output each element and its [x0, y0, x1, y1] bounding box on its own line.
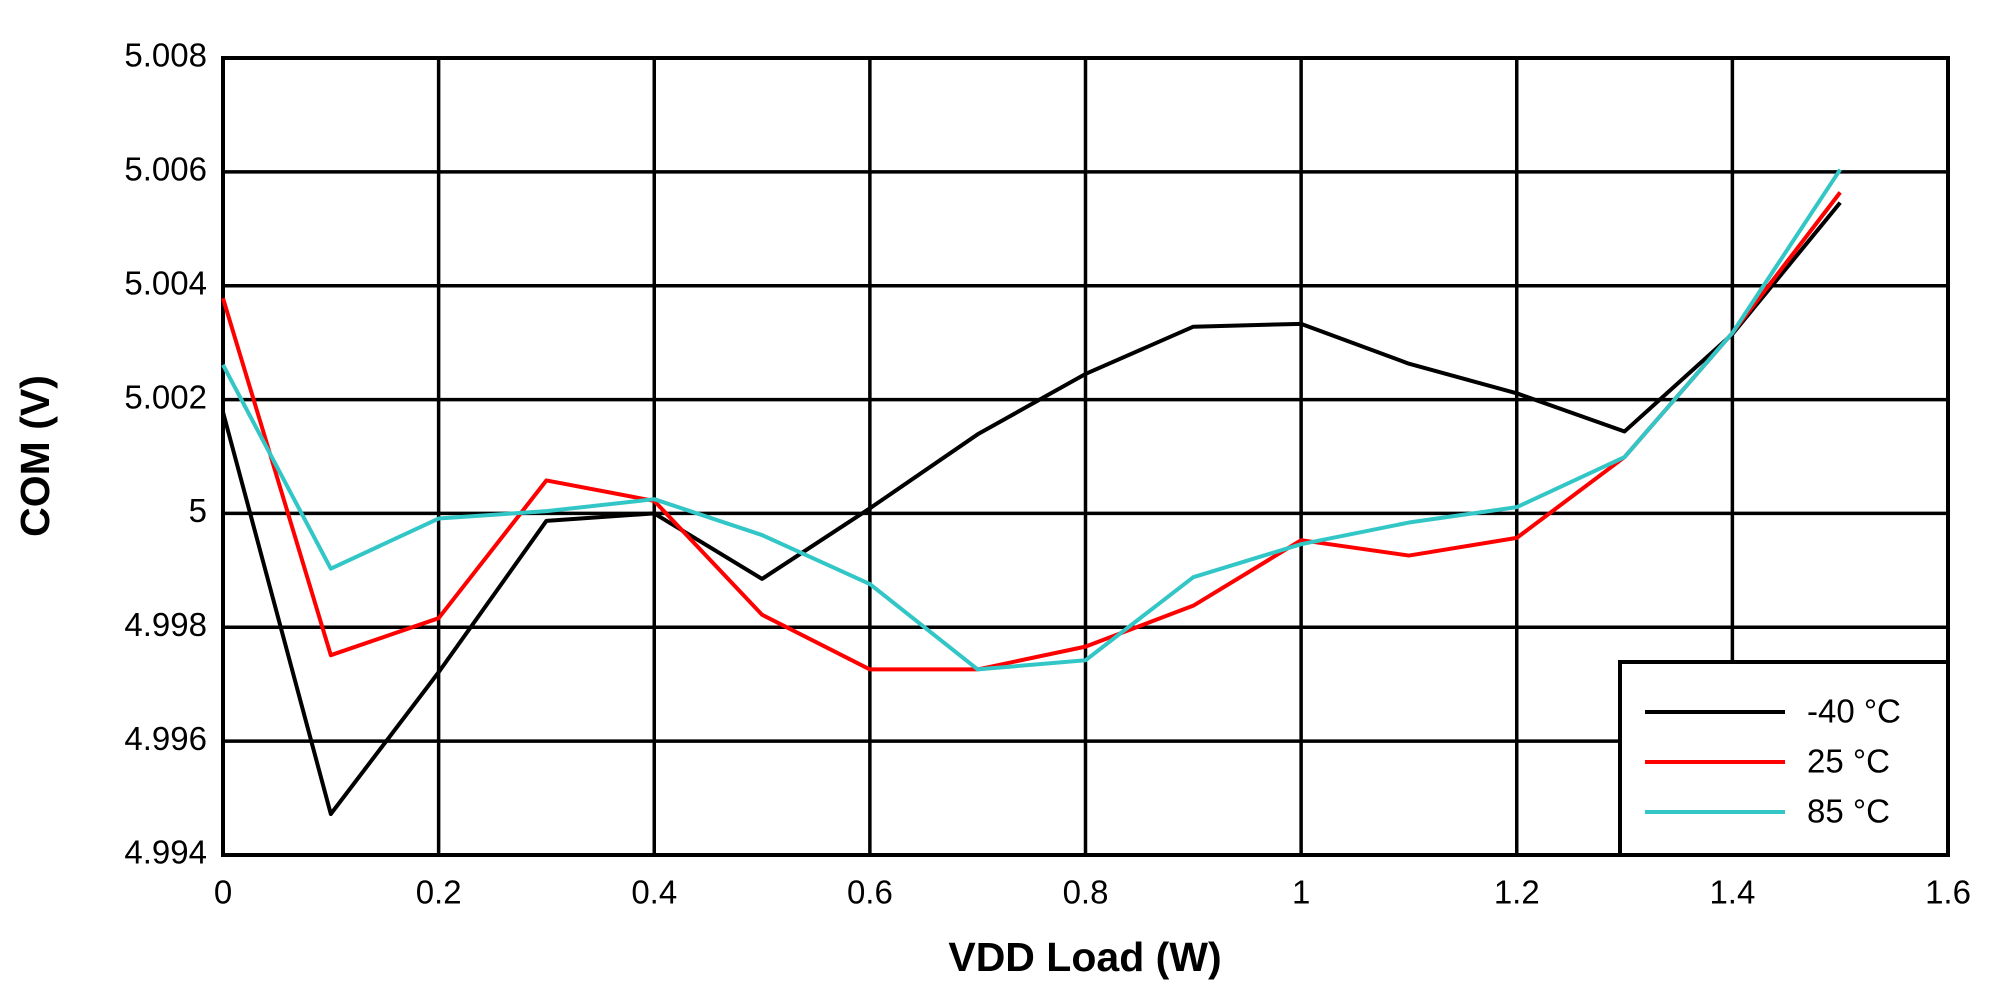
x-tick-label: 1.4 — [1709, 874, 1755, 911]
x-tick-label: 0.2 — [416, 874, 462, 911]
y-tick-label: 5.002 — [124, 378, 207, 415]
x-tick-label: 0.4 — [631, 874, 677, 911]
x-tick-label: 1 — [1292, 874, 1310, 911]
x-tick-label: 0 — [214, 874, 232, 911]
legend-label: 85 °C — [1807, 793, 1890, 830]
x-tick-label: 0.8 — [1063, 874, 1109, 911]
legend-box — [1618, 660, 1950, 857]
y-tick-label: 4.996 — [124, 720, 207, 757]
y-tick-label: 4.998 — [124, 606, 207, 643]
legend-label: -40 °C — [1807, 693, 1901, 730]
y-axis-title: COM (V) — [12, 375, 58, 537]
series-line — [221, 191, 1842, 672]
y-tick-label: 4.994 — [124, 834, 207, 871]
series-line — [221, 201, 1842, 817]
y-tick-label: 5.004 — [124, 264, 207, 301]
x-tick-label: 0.6 — [847, 874, 893, 911]
y-tick-label: 5 — [189, 492, 207, 529]
y-tick-label: 5.008 — [124, 37, 207, 74]
x-axis-title: VDD Load (W) — [948, 934, 1221, 980]
plot-border — [221, 56, 1950, 857]
x-tick-label: 1.2 — [1494, 874, 1540, 911]
x-tick-label: 1.6 — [1925, 874, 1971, 911]
series-line — [221, 168, 1842, 672]
y-tick-label: 5.006 — [124, 151, 207, 188]
legend-label: 25 °C — [1807, 743, 1890, 780]
